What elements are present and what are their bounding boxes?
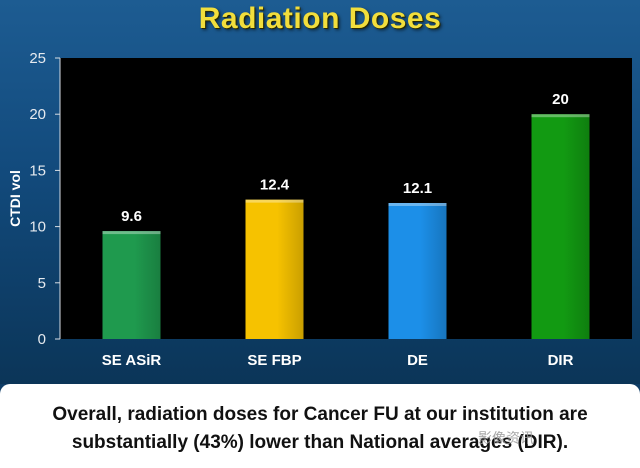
caption-line-1: Overall, radiation doses for Cancer FU a…	[52, 404, 588, 425]
caption-box	[0, 384, 640, 468]
bar-value-label: 9.6	[121, 208, 142, 225]
bar	[102, 231, 161, 339]
bar-chart: 0 5 10 15 20 25 CTDI vol 9.6 SE ASiR 12.4 SE FBP 12…	[7, 50, 632, 369]
slide-title: Radiation Doses	[198, 2, 442, 35]
bar-value-label: 20	[552, 91, 569, 108]
watermark-text: 影像资讯	[478, 430, 534, 446]
bar-value-label: 12.4	[260, 177, 290, 194]
y-tick-label: 10	[29, 219, 46, 236]
category-label: SE FBP	[247, 352, 301, 369]
bar	[531, 114, 590, 339]
category-label: SE ASiR	[102, 352, 162, 369]
y-tick-label: 15	[29, 162, 46, 179]
caption-line-2: substantially (43%) lower than National …	[71, 432, 569, 453]
bar-highlight	[102, 231, 161, 235]
bar-highlight	[245, 199, 304, 203]
bar-value-label: 12.1	[403, 180, 432, 197]
y-axis-title: CTDI vol	[7, 170, 23, 227]
bar	[245, 199, 304, 339]
category-label: DE	[407, 352, 428, 369]
bar-highlight	[531, 114, 590, 118]
y-tick-label: 0	[38, 331, 46, 348]
y-tick-label: 20	[29, 106, 46, 123]
bar	[388, 202, 447, 339]
y-tick-label: 25	[29, 50, 46, 67]
category-label: DIR	[548, 352, 574, 369]
bar-highlight	[388, 202, 447, 206]
y-tick-label: 5	[38, 275, 46, 292]
